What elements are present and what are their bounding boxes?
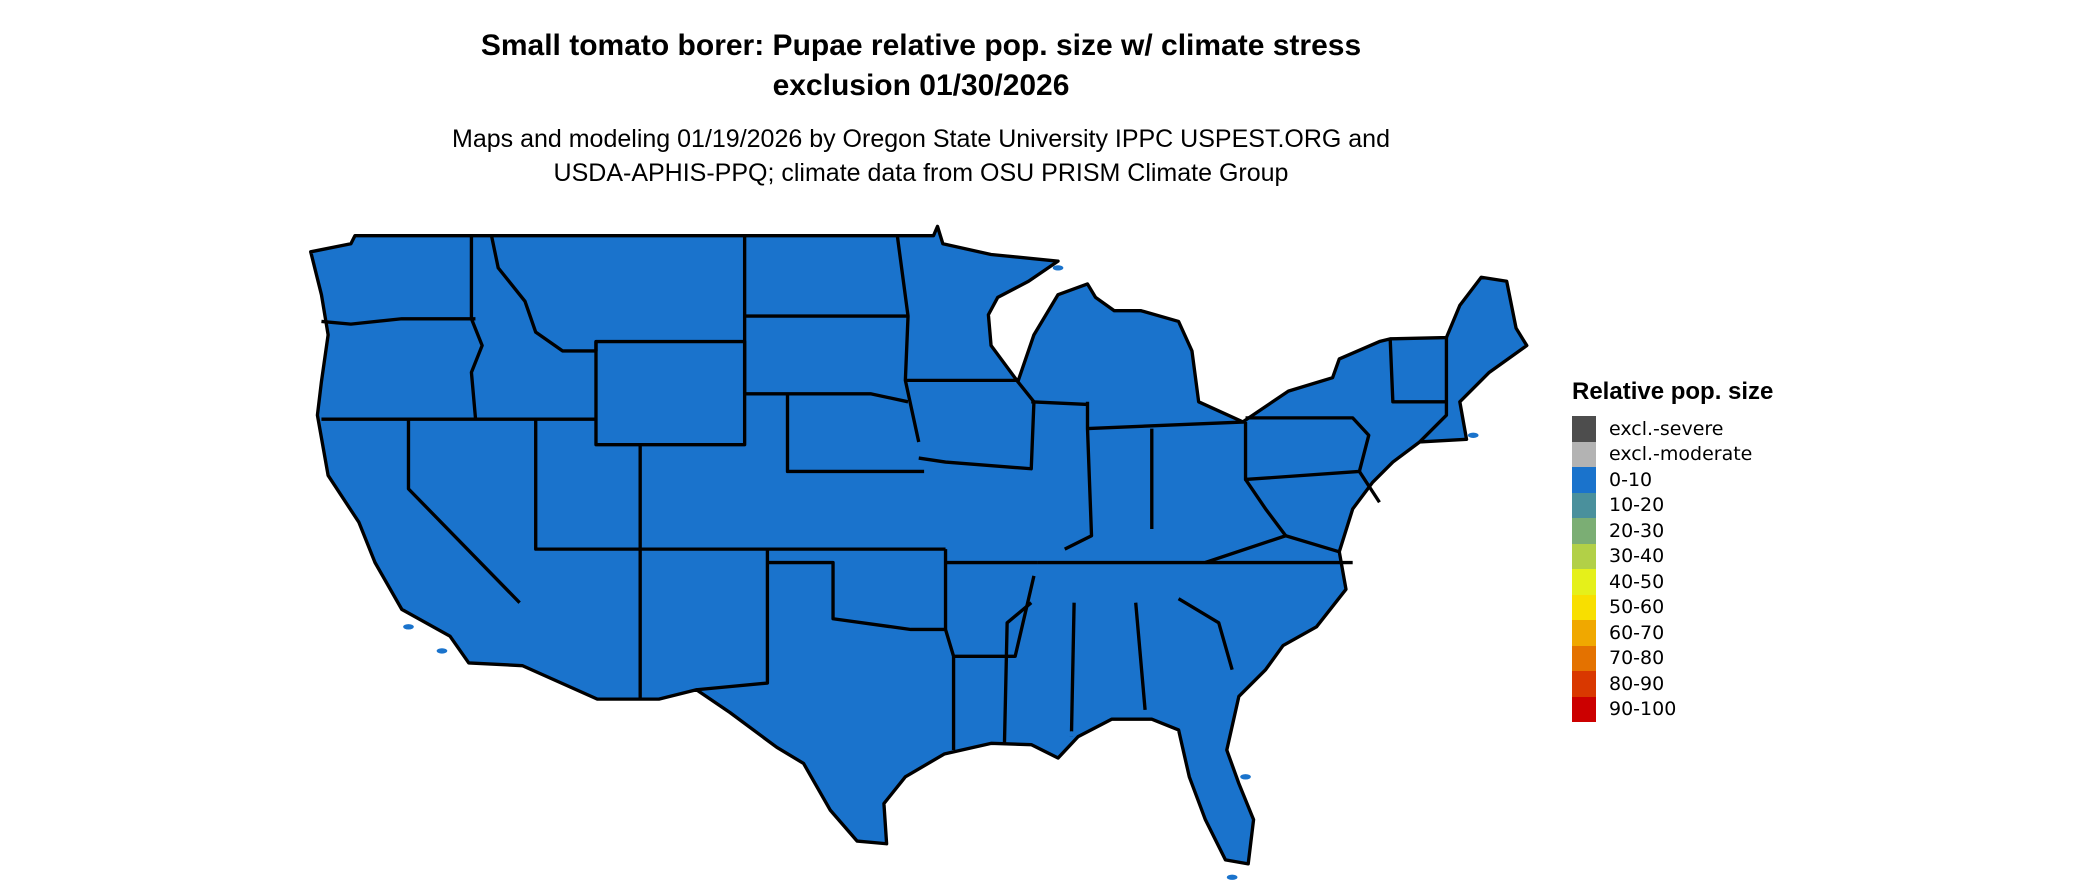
state-border: [1002, 601, 1033, 744]
legend-item: 80-90: [1572, 671, 1773, 697]
legend-swatch: [1572, 594, 1596, 620]
legend-label: 90-100: [1609, 698, 1677, 721]
legend-label: 60-70: [1609, 621, 1665, 644]
legend: Relative pop. size excl.-severe excl.-mod…: [1572, 378, 1773, 722]
legend-swatch: [1572, 543, 1596, 569]
state-border: [534, 419, 642, 551]
state-border: [1063, 401, 1094, 551]
state-border: [1357, 470, 1381, 504]
legend-item: excl.-severe: [1572, 416, 1773, 442]
legend-swatch: [1572, 696, 1596, 722]
legend-swatch: [1572, 645, 1596, 671]
legend-swatch: [1572, 569, 1596, 595]
legend-swatch: [1572, 416, 1596, 442]
legend-swatch: [1572, 492, 1596, 518]
legend-item: excl.-moderate: [1572, 441, 1773, 467]
island: [403, 624, 414, 630]
legend-item: 60-70: [1572, 620, 1773, 646]
chart-subtitle-line-1: Maps and modeling 01/19/2026 by Oregon S…: [452, 125, 1390, 153]
legend-item: 40-50: [1572, 569, 1773, 595]
state-border: [1177, 597, 1234, 671]
legend-item: 20-30: [1572, 518, 1773, 544]
legend-item: 0-10: [1572, 467, 1773, 493]
state-border: [696, 549, 770, 692]
legend-label: 10-20: [1609, 494, 1665, 517]
legend-label: 50-60: [1609, 596, 1665, 619]
island: [1240, 774, 1251, 780]
legend-label: 20-30: [1609, 519, 1665, 542]
us-outline-region: [309, 224, 1529, 866]
island: [1066, 731, 1077, 737]
legend-item: 50-60: [1572, 594, 1773, 620]
legend-label: excl.-severe: [1609, 417, 1724, 440]
chart-title-line-1: Small tomato borer: Pupae relative pop. …: [480, 29, 1362, 62]
legend-swatch: [1572, 671, 1596, 697]
state-border: [785, 393, 925, 474]
legend-item: 90-100: [1572, 696, 1773, 722]
state-border: [1244, 478, 1288, 537]
state-border: [767, 560, 946, 632]
state-border: [1243, 416, 1371, 482]
state-border: [469, 235, 484, 419]
legend-item: 70-80: [1572, 645, 1773, 671]
legend-label: excl.-moderate: [1609, 443, 1753, 466]
legend-swatch: [1572, 620, 1596, 646]
island: [1052, 265, 1064, 271]
legend-label: 0-10: [1609, 468, 1653, 491]
state-border: [594, 339, 747, 447]
legend-item: 10-20: [1572, 492, 1773, 518]
state-border: [1031, 400, 1088, 407]
island: [436, 648, 448, 654]
legend-item: 30-40: [1572, 543, 1773, 569]
legend-label: 40-50: [1609, 570, 1665, 593]
legend-title: Relative pop. size: [1572, 378, 1774, 405]
state-borders: [321, 235, 1449, 751]
state-border: [953, 575, 1036, 658]
state-border: [406, 419, 521, 604]
legend-label: 30-40: [1609, 545, 1665, 568]
state-border: [1418, 337, 1449, 444]
state-border: [321, 317, 476, 326]
legend-swatch: [1572, 518, 1596, 544]
state-border: [1134, 602, 1147, 710]
state-border: [943, 549, 956, 751]
legend-swatch: [1572, 441, 1596, 467]
island: [1467, 432, 1479, 438]
state-border: [895, 235, 921, 443]
legend-swatch: [1572, 467, 1596, 493]
coastal-islands: [403, 265, 1479, 880]
legend-label: 70-80: [1609, 647, 1665, 670]
legend-label: 80-90: [1609, 672, 1665, 695]
state-border: [918, 380, 1036, 471]
state-border: [1069, 602, 1076, 737]
chart-title-line-2: exclusion 01/30/2026: [772, 69, 1070, 102]
state-border: [1388, 338, 1447, 404]
island: [1226, 874, 1238, 880]
chart-subtitle-line-2: USDA-APHIS-PPQ; climate data from OSU PR…: [553, 159, 1289, 187]
state-border: [1087, 420, 1246, 431]
